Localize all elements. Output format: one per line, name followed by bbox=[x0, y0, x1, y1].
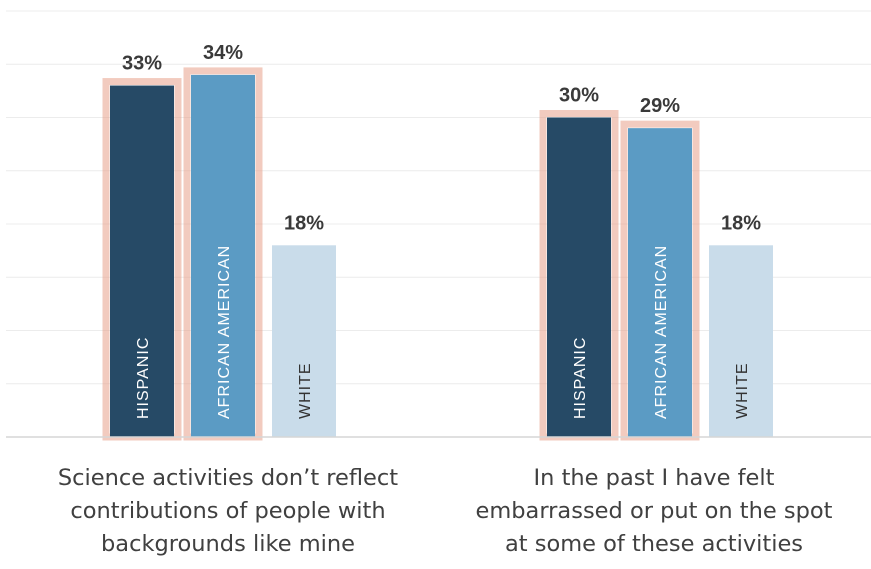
value-label: 30% bbox=[559, 85, 599, 107]
bar-chart: 33% HISPANIC 34% AFRICAN AMERICAN 18% WHITE 30… bbox=[6, 10, 871, 441]
bar-african-american-1 bbox=[191, 74, 255, 438]
category-label-1: Science activities don’t reflect contrib… bbox=[57, 465, 399, 557]
bar-white-1 bbox=[272, 245, 336, 437]
bar-hispanic-1 bbox=[110, 85, 174, 438]
bar-series-label: AFRICAN AMERICAN bbox=[216, 245, 233, 419]
bar-series-label: AFRICAN AMERICAN bbox=[653, 245, 670, 419]
bar-white-2 bbox=[709, 245, 773, 437]
value-label: 33% bbox=[122, 53, 162, 75]
value-labels-group: 33% HISPANIC 34% AFRICAN AMERICAN 18% WHITE 30… bbox=[122, 42, 761, 419]
bar-hispanic-2 bbox=[547, 117, 611, 437]
bar-series-label: WHITE bbox=[297, 362, 314, 419]
bar-series-label: HISPANIC bbox=[135, 337, 152, 419]
value-label: 18% bbox=[721, 212, 761, 234]
category-label-2: In the past I have felt embarrassed or p… bbox=[475, 465, 833, 557]
bars-group bbox=[102, 67, 773, 441]
value-label: 18% bbox=[284, 212, 324, 234]
value-label: 34% bbox=[203, 42, 243, 64]
bar-series-label: WHITE bbox=[734, 362, 751, 419]
value-label: 29% bbox=[640, 95, 680, 117]
bar-african-american-2 bbox=[628, 128, 692, 437]
bar-series-label: HISPANIC bbox=[572, 337, 589, 419]
